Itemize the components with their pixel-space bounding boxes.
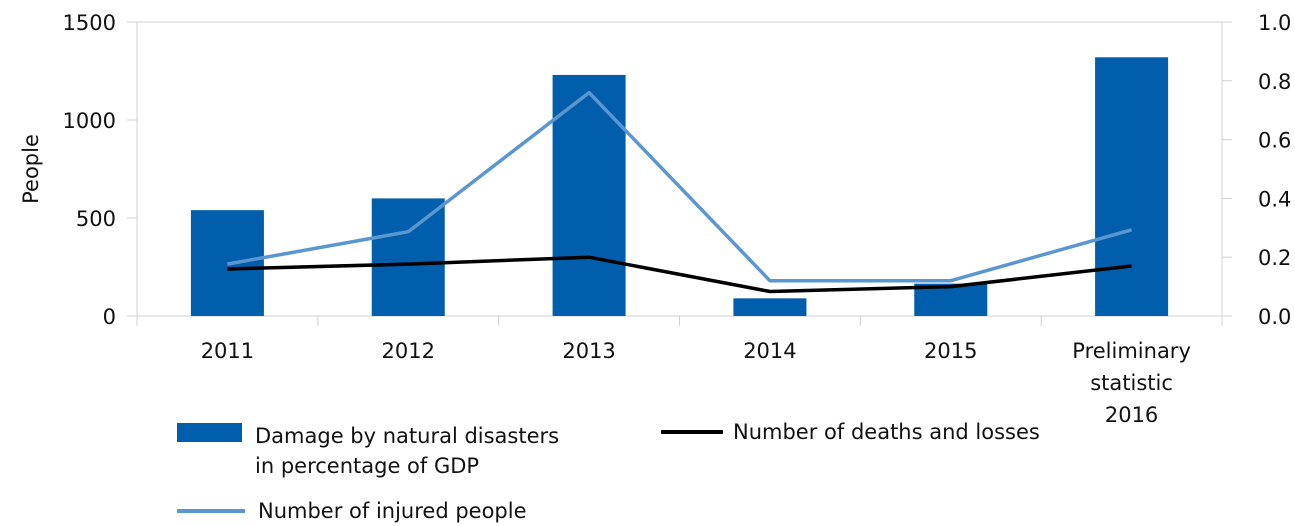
legend-label-injured: Number of injured people [258,499,527,523]
bar [1095,57,1169,316]
x-tick-label: 2012 [382,339,435,363]
legend-label-deaths: Number of deaths and losses [733,420,1040,444]
x-tick-label: 2014 [743,339,796,363]
line-series [227,90,1133,294]
y-tick-label: 0 [103,305,116,329]
x-tick-label: 2013 [562,339,615,363]
x-tick-label: 2015 [924,339,977,363]
x-tick-label: 2011 [201,339,254,363]
plot-frame [136,21,1223,317]
y2-tick-label: 0.8 [1258,70,1291,94]
series-line [227,90,1133,283]
x-tick-label: 2016 [1105,403,1158,427]
y2-tick-label: 0.2 [1258,246,1291,270]
x-tick-label: Preliminary [1072,339,1191,363]
plot-area-border [136,21,1223,317]
y2-tick-label: 0.0 [1258,305,1291,329]
legend-swatch-damage [177,423,242,442]
bar [552,74,626,316]
y-tick-label: 1000 [63,109,116,133]
x-tick-label: statistic [1090,371,1173,395]
y-tick-label: 1500 [63,11,116,35]
legend [177,423,723,513]
legend-label-damage-line-1: Damage by natural disasters [255,424,560,448]
legend-label-damage-line-2: in percentage of GDP [255,454,480,478]
bar-series [190,57,1169,316]
y-tick-label: 500 [76,207,116,231]
y-axis-title: People [19,134,43,204]
y2-tick-label: 0.4 [1258,187,1291,211]
y2-tick-label: 1.0 [1258,11,1291,35]
series-line [227,255,1132,294]
bar [733,298,807,316]
legend-label-damage: Damage by natural disasters in percentag… [255,421,559,481]
bar [914,283,988,316]
bar [371,198,445,316]
axes: 0 500 1000 1500 0.0 0.2 0.4 0.6 0.8 1.0 2011 2012 20… [19,11,1291,427]
y2-tick-label: 0.6 [1258,129,1291,153]
